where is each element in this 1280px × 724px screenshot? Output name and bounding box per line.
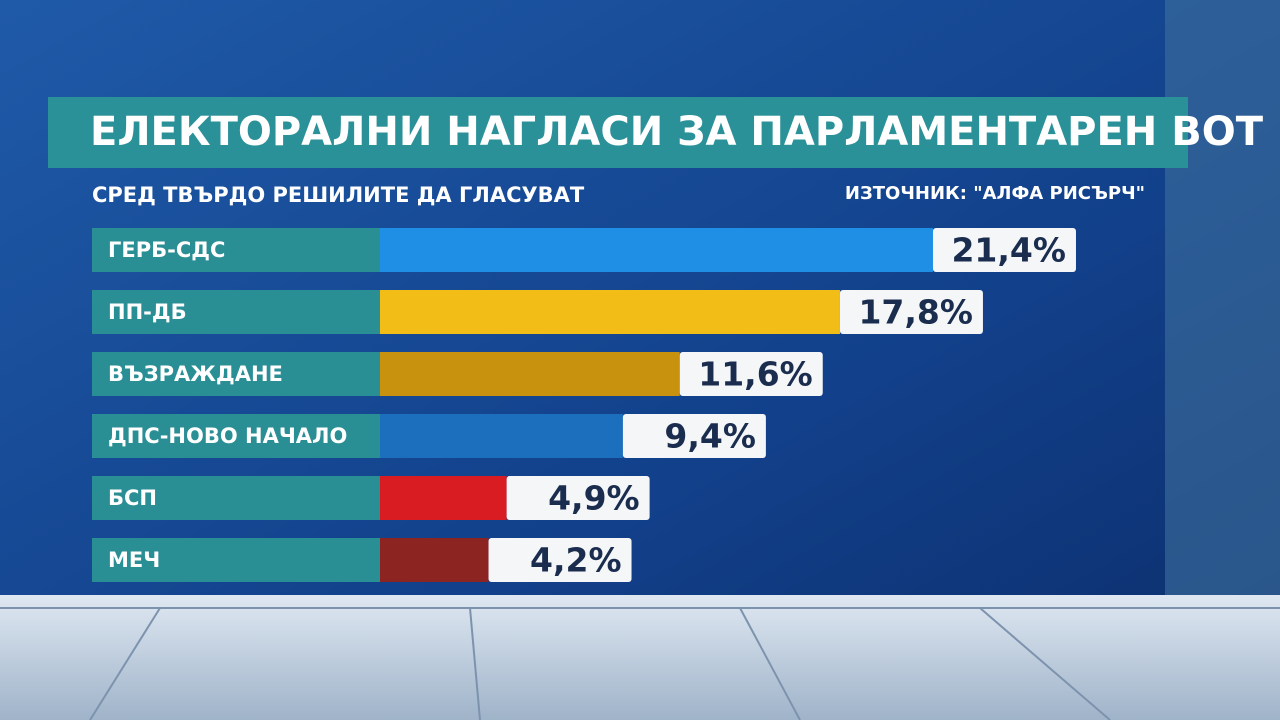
- value-label: 17,8%: [858, 293, 973, 332]
- value-box: [506, 476, 650, 520]
- value-label: 21,4%: [951, 231, 1066, 270]
- value-label: 4,9%: [548, 479, 640, 518]
- value-label: 11,6%: [698, 355, 813, 394]
- bar: [380, 228, 933, 272]
- label-box: [92, 414, 380, 458]
- value-box: [932, 228, 1076, 272]
- category-label: ГЕРБ-СДС: [108, 238, 225, 262]
- bar: [380, 414, 623, 458]
- value-box: [622, 414, 766, 458]
- value-box: [488, 538, 632, 582]
- bar: [380, 290, 840, 334]
- category-label: ПП-ДБ: [108, 300, 187, 324]
- value-box: [839, 290, 983, 334]
- category-label: БСП: [108, 486, 157, 510]
- label-box: [92, 476, 380, 520]
- label-box: [92, 228, 380, 272]
- subtitle: СРЕД ТВЪРДО РЕШИЛИТЕ ДА ГЛАСУВАТ: [92, 183, 585, 207]
- chart-title: ЕЛЕКТОРАЛНИ НАГЛАСИ ЗА ПАРЛАМЕНТАРЕН ВОТ: [90, 109, 1264, 155]
- label-box: [92, 290, 380, 334]
- value-box: [679, 352, 823, 396]
- floor-lines: [0, 607, 1280, 721]
- label-box: [92, 352, 380, 396]
- category-label: ДПС-НОВО НАЧАЛО: [108, 424, 347, 448]
- bar: [380, 538, 489, 582]
- title-bar: [48, 97, 1188, 168]
- category-label: ВЪЗРАЖДАНЕ: [108, 362, 283, 386]
- value-label: 4,2%: [530, 541, 622, 580]
- bar: [380, 476, 507, 520]
- category-label: МЕЧ: [108, 548, 160, 572]
- bar: [380, 352, 680, 396]
- source: ИЗТОЧНИК: "АЛФА РИСЪРЧ": [845, 183, 1145, 204]
- value-label: 9,4%: [664, 417, 756, 456]
- studio-floor: [0, 595, 1280, 720]
- label-box: [92, 538, 380, 582]
